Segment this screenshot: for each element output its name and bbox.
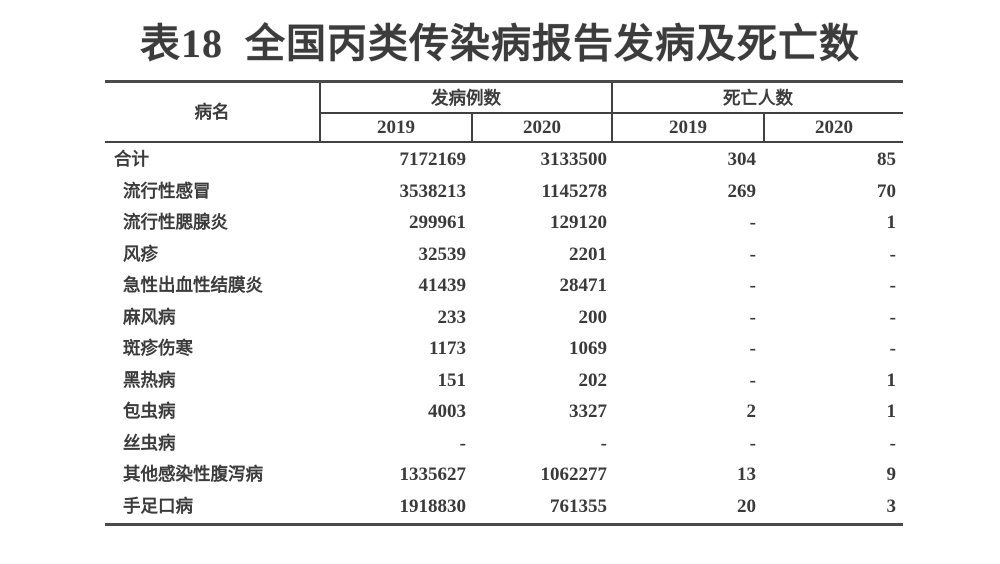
table-row-total: 合计 7172169 3133500 304 85: [105, 144, 903, 176]
disease-name-cell: 其他感染性腹泻病: [123, 464, 263, 484]
disease-name-cell: 急性出血性结膜炎: [123, 275, 263, 295]
deaths-2020-cell: 1: [886, 369, 897, 391]
table-row: 流行性腮腺炎 299961 129120 - 1: [105, 207, 903, 239]
cases-2019-cell: 151: [437, 369, 467, 391]
disease-name-cell: 流行性腮腺炎: [123, 212, 228, 232]
disease-name-cell: 丝虫病: [123, 432, 176, 453]
header-deaths-2019: 2019: [613, 114, 765, 143]
disease-name-cell: 手足口病: [123, 495, 193, 516]
header-cases-group: 发病例数: [321, 83, 613, 114]
deaths-2020-cell: 3: [886, 495, 897, 517]
header-cases-2020: 2020: [473, 114, 613, 143]
table-row: 麻风病 233 200 - -: [105, 302, 903, 334]
table-row: 丝虫病 - - - -: [105, 428, 903, 460]
cases-2019-cell: 4003: [428, 401, 466, 422]
deaths-2020-cell: -: [889, 306, 896, 328]
table-body: 合计 7172169 3133500 304 85 流行性感冒 3538213 …: [105, 143, 903, 523]
deaths-2020-cell: 70: [877, 180, 896, 202]
deaths-2020-cell: -: [889, 243, 896, 265]
deaths-2019-cell: -: [749, 243, 756, 265]
cases-2020-cell: 3327: [569, 401, 607, 422]
cases-2019-cell: 41439: [418, 275, 467, 296]
deaths-2019-cell: 20: [737, 495, 756, 517]
statistics-table: 病名 发病例数 死亡人数 2019 2020 2019 2020 合计 7172…: [105, 80, 903, 526]
deaths-2019-cell: -: [749, 275, 756, 296]
cases-2020-cell: 1145278: [541, 180, 607, 202]
cases-2020-cell: 200: [578, 306, 608, 328]
deaths-2020-cell: 85: [877, 149, 896, 170]
cases-2020-cell: 1069: [569, 338, 607, 359]
disease-name-cell: 包虫病: [123, 401, 176, 421]
cases-2019-cell: 233: [437, 306, 467, 328]
cases-2020-cell: 2201: [569, 243, 607, 265]
deaths-2019-cell: -: [749, 306, 756, 328]
cases-2019-cell: -: [459, 432, 466, 454]
cases-2020-cell: 1062277: [540, 464, 608, 485]
deaths-2019-cell: -: [749, 338, 756, 359]
deaths-2019-cell: -: [749, 212, 756, 233]
deaths-2019-cell: 304: [727, 149, 757, 170]
table-row: 包虫病 4003 3327 2 1: [105, 396, 903, 428]
disease-name-cell: 麻风病: [123, 306, 176, 327]
cases-2020-cell: 202: [578, 369, 608, 391]
disease-name-cell: 合计: [114, 149, 149, 169]
table-row: 斑疹伤寒 1173 1069 - -: [105, 333, 903, 365]
deaths-2019-cell: 13: [737, 464, 756, 485]
deaths-2020-cell: -: [889, 432, 896, 454]
header-disease-name: 病名: [105, 83, 321, 143]
table-row: 手足口病 1918830 761355 20 3: [105, 491, 903, 523]
table-header: 病名 发病例数 死亡人数 2019 2020 2019 2020: [105, 83, 903, 143]
deaths-2020-cell: -: [889, 275, 896, 296]
disease-name-cell: 斑疹伤寒: [123, 338, 193, 358]
cases-2020-cell: 3133500: [540, 149, 608, 170]
table-row: 黑热病 151 202 - 1: [105, 365, 903, 397]
cases-2020-cell: 761355: [550, 495, 607, 517]
cases-2019-cell: 1173: [429, 338, 466, 359]
table-row: 急性出血性结膜炎 41439 28471 - -: [105, 270, 903, 302]
table-row: 风疹 32539 2201 - -: [105, 239, 903, 271]
header-deaths-2020: 2020: [815, 117, 853, 138]
table-row: 流行性感冒 3538213 1145278 269 70: [105, 176, 903, 208]
disease-name-cell: 流行性感冒: [123, 180, 211, 201]
deaths-2019-cell: -: [749, 369, 756, 391]
cases-2020-cell: -: [600, 432, 607, 454]
header-cases-2019: 2019: [321, 114, 473, 143]
disease-name-cell: 黑热病: [123, 369, 176, 390]
deaths-2020-cell: 1: [886, 401, 897, 422]
header-deaths-group: 死亡人数: [613, 83, 903, 114]
table-row: 其他感染性腹泻病 1335627 1062277 13 9: [105, 459, 903, 491]
deaths-2019-cell: 2: [746, 401, 757, 422]
deaths-2020-cell: 9: [886, 464, 897, 485]
deaths-2019-cell: 269: [727, 180, 757, 202]
cases-2020-cell: 129120: [550, 212, 607, 233]
table-title: 表18 全国丙类传染病报告发病及死亡数: [140, 21, 860, 66]
deaths-2019-cell: -: [749, 432, 756, 454]
deaths-2020-cell: -: [889, 338, 896, 359]
deaths-2020-cell: 1: [886, 212, 897, 233]
cases-2019-cell: 1335627: [399, 464, 467, 485]
disease-name-cell: 风疹: [123, 243, 158, 264]
cases-2019-cell: 1918830: [399, 495, 467, 517]
cases-2019-cell: 32539: [418, 243, 467, 265]
cases-2019-cell: 7172169: [399, 149, 467, 170]
cases-2019-cell: 3538213: [399, 180, 467, 202]
cases-2019-cell: 299961: [409, 212, 466, 233]
cases-2020-cell: 28471: [559, 275, 608, 296]
